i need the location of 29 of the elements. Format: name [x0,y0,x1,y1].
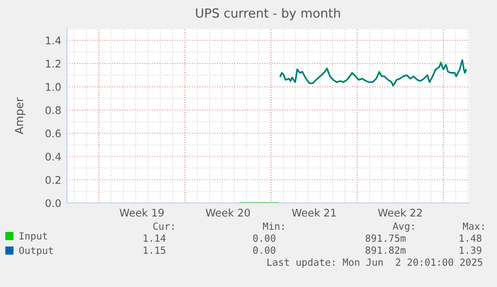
y-tick-label: 1.2 [46,60,60,68]
y-tick-label: 1.0 [46,83,61,91]
y-tick-label: 0.8 [46,106,61,114]
y-tick-label: 0.4 [46,152,61,161]
text: Cur: [153,222,174,230]
y-tick-label: 1.4 [46,36,61,44]
x-tick-label: Week 21 [292,208,336,217]
chart-title: UPS current - by month [196,8,340,20]
text: 0.00 [253,246,276,254]
y-tick-label: 0.6 [46,130,61,138]
legend-label: Input [20,232,47,242]
legend-label: Output [19,246,53,256]
y-tick-label: 0.2 [46,176,60,184]
text: Last update: Mon Jun 2 20:01:00 2025 [267,258,482,268]
text: 1.14 [144,234,166,242]
x-tick-label: Week 19 [120,208,164,217]
x-tick-label: Week 20 [206,208,250,217]
text: 891.75m [366,234,406,242]
text: 891.82m [366,246,406,254]
text: Min: [262,222,284,230]
text: 0.00 [253,234,276,242]
y-axis-title: Amper [15,97,26,134]
text: 1.15 [144,246,166,254]
text: 1.48 [460,234,482,242]
text: Max: [462,222,484,230]
text: 1.39 [460,246,482,254]
y-tick-label: 0.0 [46,199,61,208]
x-tick-label: Week 22 [378,208,422,217]
text: Avg: [392,222,414,232]
